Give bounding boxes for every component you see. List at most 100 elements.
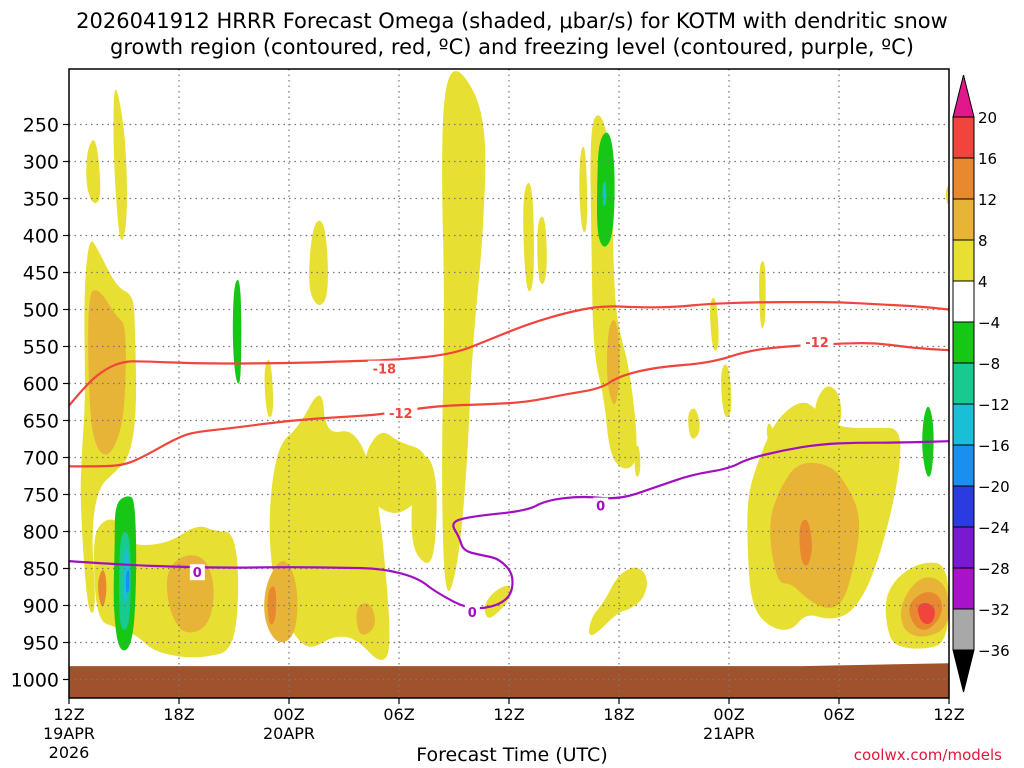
colorbar-band: [952, 485, 975, 528]
x-tick-label: 12Z: [53, 705, 84, 724]
omega-shaded-region: [113, 89, 127, 241]
y-tick-label: 400: [23, 226, 59, 248]
colorbar-label: −36: [978, 642, 1010, 660]
omega-shaded-region: [917, 603, 935, 624]
colorbar-band: [952, 321, 975, 364]
omega-shaded-region: [799, 519, 812, 566]
contour-label: 0: [193, 566, 202, 581]
x-tick-label: 00Z: [713, 705, 744, 724]
colorbar-bottom-arrow: [952, 649, 975, 693]
omega-shaded-region: [523, 182, 534, 292]
colorbar-label: −32: [978, 601, 1010, 619]
contour-label: -18: [373, 363, 397, 378]
omega-shaded-region: [710, 297, 719, 351]
omega-shaded-region: [442, 71, 486, 592]
y-tick-label: 600: [23, 374, 59, 396]
omega-shaded-region: [770, 462, 860, 608]
y-tick-label: 650: [23, 411, 59, 433]
x-tick-label: 19APR: [43, 724, 95, 743]
x-tick-label: 12Z: [933, 705, 964, 724]
colorbar-label: −4: [978, 314, 1000, 332]
omega-shaded-region: [411, 456, 437, 563]
colorbar-band: [952, 403, 975, 446]
colorbar-label: −16: [978, 437, 1010, 455]
y-tick-label: 550: [23, 337, 59, 359]
contour-label-bg: [464, 604, 480, 621]
colorbar-band: [952, 567, 975, 610]
omega-shaded-region: [264, 359, 274, 418]
x-axis-title: Forecast Time (UTC): [416, 744, 608, 766]
x-tick-label: 2026: [49, 743, 90, 762]
x-tick-label: 06Z: [383, 705, 414, 724]
omega-shaded-region: [309, 220, 328, 306]
contour-label: 0: [596, 500, 605, 515]
omega-shaded-region: [269, 395, 390, 660]
omega-shaded-region: [759, 261, 766, 329]
colorbar-band: [952, 526, 975, 569]
y-tick-label: 900: [23, 596, 59, 618]
omega-shaded-region: [267, 586, 277, 625]
omega-shaded-region: [98, 570, 107, 607]
colorbar-band: [952, 116, 975, 159]
x-tick-label: 06Z: [823, 705, 854, 724]
contour-line--18: [69, 300, 949, 407]
y-tick-label: 450: [23, 263, 59, 285]
x-tick-label: 00Z: [273, 705, 304, 724]
y-tick-label: 250: [23, 115, 59, 137]
colorbar-band: [952, 608, 975, 651]
x-tick-label: 21APR: [703, 724, 755, 743]
contour-label-bg: [800, 334, 834, 351]
omega-shaded-region: [232, 279, 242, 384]
contour-label: -12: [389, 407, 413, 422]
colorbar-label: −20: [978, 478, 1010, 496]
y-tick-label: 1000: [11, 670, 59, 692]
omega-shaded-region: [356, 603, 375, 635]
omega-shaded-region: [688, 408, 700, 439]
contour-line--12: [69, 342, 949, 468]
contour-label-bg: [189, 564, 205, 581]
omega-shaded-region: [945, 186, 949, 205]
colorbar-label: 20: [978, 109, 997, 127]
colorbar-label: −28: [978, 560, 1010, 578]
x-tick-label: 12Z: [493, 705, 524, 724]
omega-shaded-region: [88, 290, 126, 455]
chart-title-line2: growth region (contoured, red, ºC) and f…: [110, 35, 914, 59]
x-tick-label: 18Z: [163, 705, 194, 724]
y-tick-label: 500: [23, 300, 59, 322]
colorbar-band: [952, 444, 975, 487]
contour-label-bg: [367, 360, 401, 377]
x-tick-label: 18Z: [603, 705, 634, 724]
chart-title-line1: 2026041912 HRRR Forecast Omega (shaded, …: [76, 9, 948, 33]
omega-shaded-region: [86, 140, 101, 204]
colorbar-band: [952, 157, 975, 200]
omega-shaded-region: [484, 585, 511, 618]
credit-link[interactable]: coolwx.com/models: [853, 746, 1002, 764]
y-tick-label: 850: [23, 559, 59, 581]
omega-shaded-region: [815, 386, 842, 431]
y-tick-label: 800: [23, 522, 59, 544]
y-tick-label: 750: [23, 485, 59, 507]
omega-shaded-region: [602, 181, 607, 206]
contour-label: -12: [805, 336, 829, 351]
omega-shaded-region: [634, 445, 641, 477]
colorbar-label: 8: [978, 232, 988, 250]
y-tick-label: 300: [23, 152, 59, 174]
colorbar-band: [952, 362, 975, 405]
x-tick-label: 20APR: [263, 724, 315, 743]
colorbar-band: [952, 280, 975, 323]
colorbar-top-arrow: [952, 74, 975, 118]
colorbar-label: −12: [978, 396, 1010, 414]
colorbar-label: −8: [978, 355, 1000, 373]
omega-shaded-region: [589, 567, 647, 636]
omega-shaded-region: [364, 432, 429, 513]
y-tick-label: 350: [23, 189, 59, 211]
colorbar-label: 16: [978, 150, 997, 168]
contour-label-bg: [384, 405, 418, 422]
omega-shaded-region: [537, 216, 547, 284]
contour-label-bg: [593, 497, 609, 514]
colorbar-label: 12: [978, 191, 997, 209]
y-tick-label: 700: [23, 448, 59, 470]
colorbar-label: −24: [978, 519, 1010, 537]
y-tick-label: 950: [23, 633, 59, 655]
